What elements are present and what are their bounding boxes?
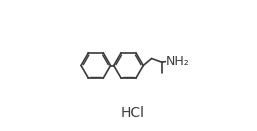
Text: HCl: HCl <box>120 106 144 120</box>
Text: NH₂: NH₂ <box>166 55 189 68</box>
